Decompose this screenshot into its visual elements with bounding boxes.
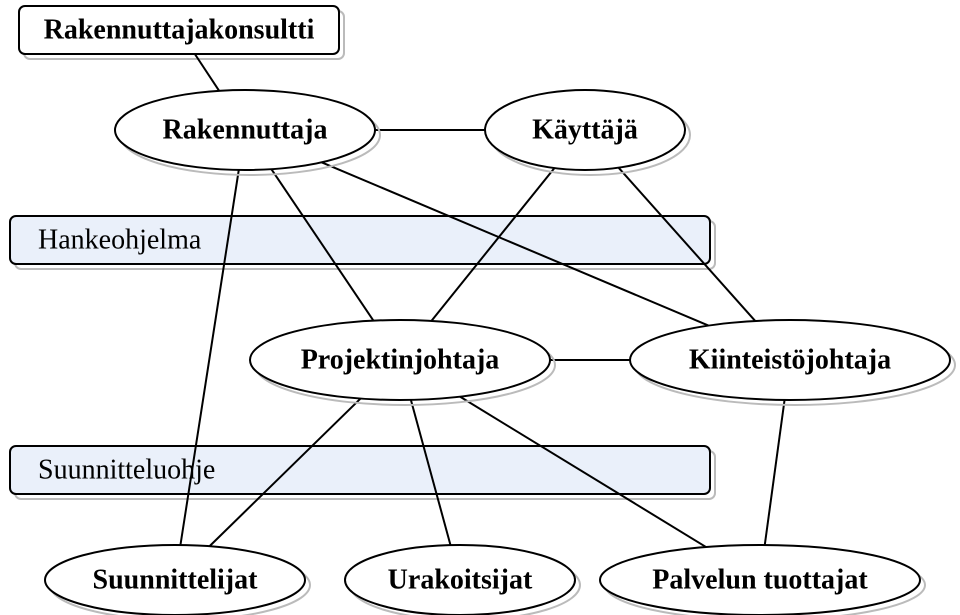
suunnittelijat-label: Suunnittelijat bbox=[93, 565, 259, 596]
edge-kiinteistojohtaja-palveluntuottajat bbox=[765, 400, 785, 545]
network-diagram: Rakennuttajakonsultti Hankeohjelma Suunnit… bbox=[0, 0, 960, 615]
layer-bars: Rakennuttajakonsultti Hankeohjelma Suunnit… bbox=[10, 6, 715, 499]
rakennuttajakonsultti-label: Rakennuttajakonsultti bbox=[44, 15, 315, 46]
rakennuttaja-label: Rakennuttaja bbox=[163, 115, 328, 146]
hankeohjelma-label: Hankeohjelma bbox=[38, 225, 202, 256]
projektinjohtaja-label: Projektinjohtaja bbox=[301, 345, 500, 376]
palveluntuottajat-label: Palvelun tuottajat bbox=[652, 565, 868, 596]
kiinteistojohtaja-label: Kiinteistöjohtaja bbox=[689, 345, 891, 376]
suunnitteluohje-label: Suunnitteluohje bbox=[38, 455, 215, 486]
urakoitsijat-label: Urakoitsijat bbox=[388, 565, 533, 596]
kayttaja-label: Käyttäjä bbox=[532, 115, 638, 146]
